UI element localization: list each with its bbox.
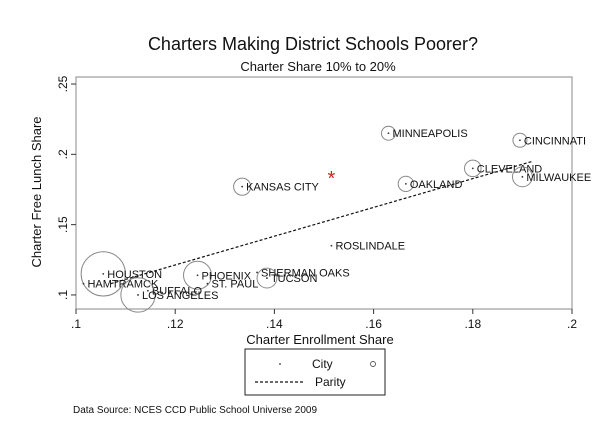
- point-dot: [241, 185, 244, 188]
- point-label: BUFFALO: [152, 286, 203, 298]
- point-label: TUCSON: [271, 273, 318, 285]
- point-label: MINNEAPOLIS: [392, 128, 467, 140]
- point-dot: [256, 271, 258, 274]
- x-tick-label: .12: [167, 317, 184, 331]
- legend-box: [244, 348, 386, 396]
- point-dot: [196, 274, 199, 277]
- legend-city-label: City: [312, 357, 333, 371]
- point-dot: [102, 272, 105, 275]
- highlight-asterisk: *: [328, 168, 336, 190]
- point-label: MILWAUKEE: [526, 172, 591, 184]
- legend-city-circle: [370, 361, 376, 367]
- point-bubble: [256, 267, 278, 289]
- x-tick-label: .2: [567, 317, 577, 331]
- point-label: HAMTRAMCK: [87, 279, 159, 291]
- y-tick-label: .25: [56, 75, 70, 92]
- legend-city-dot: [279, 363, 281, 365]
- point-label: CINCINNATI: [524, 135, 586, 147]
- chart-subtitle: Charter Share 10% to 20%: [240, 59, 396, 74]
- point-bubble: [397, 175, 415, 193]
- point-label: PHOENIX: [202, 270, 252, 282]
- point-dot: [404, 182, 407, 185]
- point-dot: [147, 289, 149, 292]
- point-label: SHERMAN OAKS: [261, 267, 350, 279]
- point-bubble: [464, 159, 482, 178]
- point-dot: [206, 282, 209, 285]
- point-label: KANSAS CITY: [246, 182, 319, 194]
- x-tick-label: .14: [266, 317, 283, 331]
- point-label: OAKLAND: [410, 179, 463, 191]
- data-source-note: Data Source: NCES CCD Public School Univ…: [73, 405, 317, 416]
- point-bubble: [512, 132, 528, 148]
- x-tick-label: .1: [71, 317, 81, 331]
- y-tick-label: .2: [56, 149, 70, 159]
- parity-line: [110, 160, 533, 285]
- point-dot: [387, 132, 390, 135]
- y-tick-label: .15: [56, 216, 70, 233]
- point-bubble: [80, 251, 126, 297]
- point-label: LOS ANGELES: [142, 290, 218, 302]
- point-bubble: [120, 277, 156, 313]
- ticks-layer: .1 .12 .14 .16 .18 .2 .1 .15 .2 .25: [56, 75, 577, 331]
- point-label: ROSLINDALE: [335, 241, 405, 253]
- legend-parity-label: Parity: [315, 375, 346, 389]
- point-bubble: [233, 177, 252, 196]
- point-dot: [137, 294, 139, 296]
- x-tick-label: .18: [464, 317, 481, 331]
- y-axis-title: Charter Free Lunch Share: [29, 116, 44, 267]
- x-tick-label: .16: [365, 317, 382, 331]
- y-tick-label: .1: [56, 290, 70, 300]
- x-axis-title: Charter Enrollment Share: [246, 332, 393, 347]
- legend: City Parity: [244, 348, 386, 396]
- plot-area: [75, 76, 573, 310]
- point-label: ST. PAUL: [211, 279, 258, 291]
- point-dot: [82, 282, 85, 285]
- point-label: HOUSTON: [107, 269, 162, 281]
- point-dot: [266, 277, 268, 279]
- chart-title: Charters Making District Schools Poorer?: [148, 34, 478, 54]
- point-dot: [330, 244, 333, 247]
- point-bubble: [183, 260, 213, 290]
- point-label: CLEVELAND: [477, 163, 542, 175]
- point-dot: [521, 175, 524, 178]
- point-dot: [519, 139, 521, 142]
- point-bubble: [512, 166, 533, 188]
- point-bubble: [380, 125, 396, 141]
- point-dot: [471, 167, 474, 170]
